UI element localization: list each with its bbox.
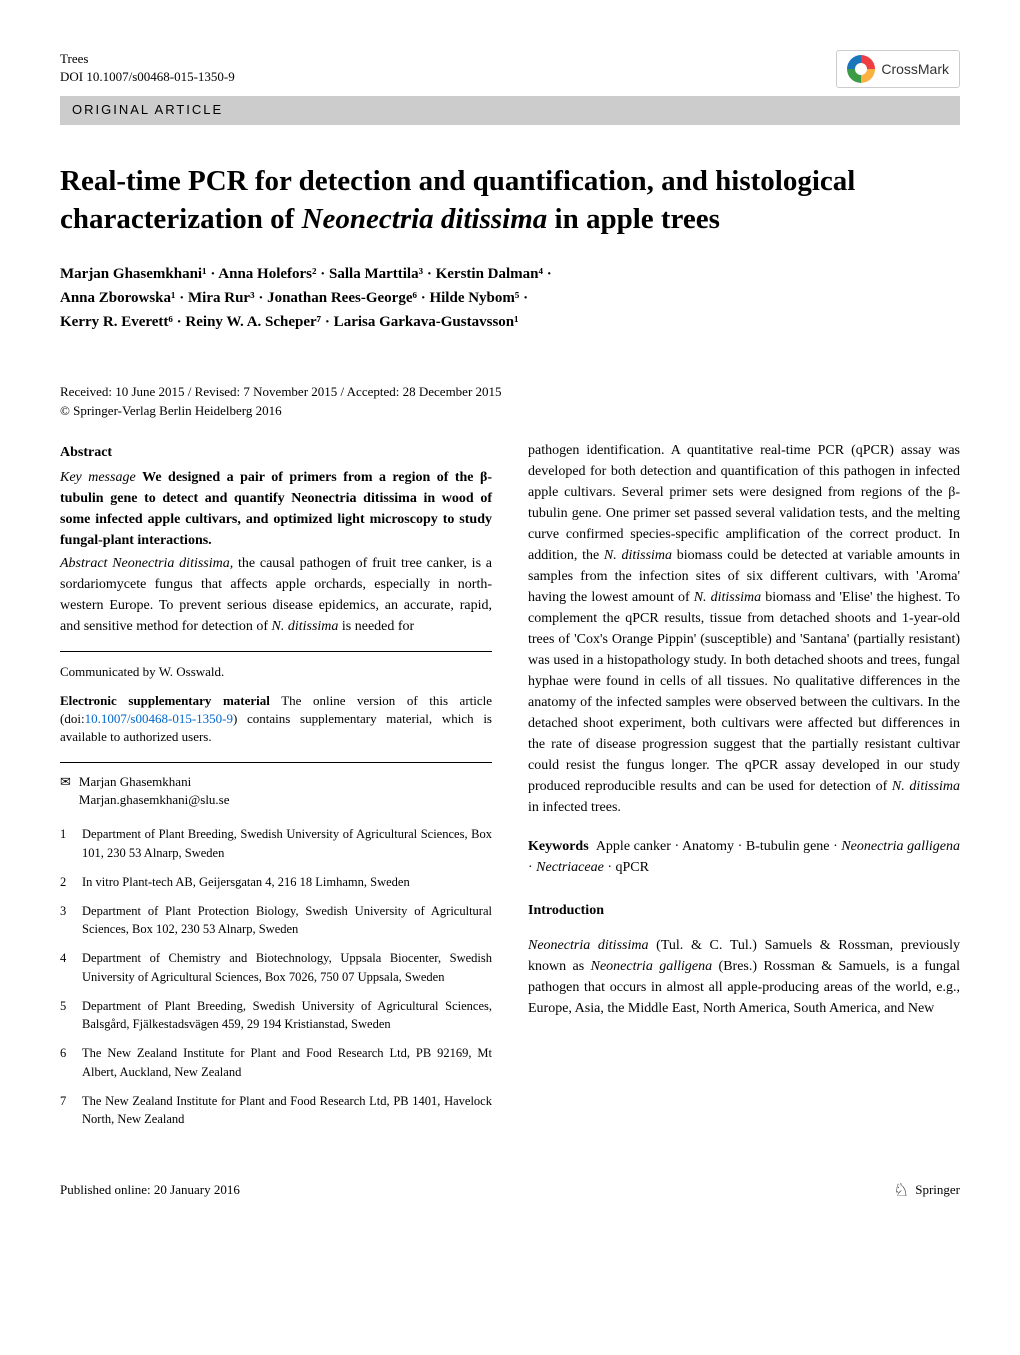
affil-text: Department of Plant Breeding, Swedish Un… <box>82 997 492 1035</box>
introduction-heading: Introduction <box>528 900 960 921</box>
abstract-heading: Abstract <box>60 442 492 463</box>
journal-info: Trees DOI 10.1007/s00468-015-1350-9 <box>60 50 235 86</box>
affil-num: 6 <box>60 1044 70 1082</box>
article-title: Real-time PCR for detection and quantifi… <box>60 163 960 238</box>
key-message-label: Key message <box>60 470 136 485</box>
affiliation-5: 5 Department of Plant Breeding, Swedish … <box>60 997 492 1035</box>
abstract-label: Abstract <box>60 556 107 571</box>
springer-icon: ♘ <box>893 1179 909 1202</box>
affil-text: Department of Plant Protection Biology, … <box>82 902 492 940</box>
corresponding-email: Marjan.ghasemkhani@slu.se <box>79 791 230 809</box>
affil-num: 2 <box>60 873 70 892</box>
affiliation-3: 3 Department of Plant Protection Biology… <box>60 902 492 940</box>
publisher-logo: ♘ Springer <box>893 1179 960 1202</box>
crossmark-badge[interactable]: CrossMark <box>836 50 960 88</box>
supp-label: Electronic supplementary material <box>60 693 270 708</box>
affil-text: In vitro Plant-tech AB, Geijersgatan 4, … <box>82 873 410 892</box>
affiliation-7: 7 The New Zealand Institute for Plant an… <box>60 1092 492 1130</box>
communicated-by: Communicated by W. Osswald. <box>60 662 492 682</box>
affiliation-1: 1 Department of Plant Breeding, Swedish … <box>60 825 492 863</box>
authors-list: Marjan Ghasemkhani¹ · Anna Holefors² · S… <box>60 262 960 334</box>
article-dates: Received: 10 June 2015 / Revised: 7 Nove… <box>60 384 960 401</box>
authors-line-1: Marjan Ghasemkhani¹ · Anna Holefors² · S… <box>60 262 960 286</box>
abstract-right-para: pathogen identification. A quantitative … <box>528 440 960 818</box>
keywords: Keywords Apple canker · Anatomy · Β-tubu… <box>528 836 960 878</box>
article-type: ORIGINAL ARTICLE <box>60 96 960 125</box>
affil-num: 4 <box>60 949 70 987</box>
affiliations-list: 1 Department of Plant Breeding, Swedish … <box>60 825 492 1129</box>
journal-name: Trees <box>60 50 235 68</box>
divider-2 <box>60 762 492 763</box>
introduction-para: Neonectria ditissima (Tul. & C. Tul.) Sa… <box>528 935 960 1019</box>
affiliation-4: 4 Department of Chemistry and Biotechnol… <box>60 949 492 987</box>
supp-doi-link[interactable]: 10.1007/s00468-015-1350-9 <box>85 711 233 726</box>
affil-text: The New Zealand Institute for Plant and … <box>82 1092 492 1130</box>
affil-num: 7 <box>60 1092 70 1130</box>
corresponding-name: Marjan Ghasemkhani <box>79 773 230 791</box>
corresponding-author: ✉ Marjan Ghasemkhani Marjan.ghasemkhani@… <box>60 773 492 809</box>
keywords-label: Keywords <box>528 839 589 854</box>
authors-line-2: Anna Zborowska¹ · Mira Rur³ · Jonathan R… <box>60 286 960 310</box>
affiliation-2: 2 In vitro Plant-tech AB, Geijersgatan 4… <box>60 873 492 892</box>
divider <box>60 651 492 652</box>
page-header: Trees DOI 10.1007/s00468-015-1350-9 Cros… <box>60 50 960 88</box>
affil-num: 5 <box>60 997 70 1035</box>
affil-num: 1 <box>60 825 70 863</box>
envelope-icon: ✉ <box>60 773 71 809</box>
publisher-name: Springer <box>915 1182 960 1199</box>
crossmark-label: CrossMark <box>881 60 949 78</box>
affil-num: 3 <box>60 902 70 940</box>
left-column: Abstract Key message We designed a pair … <box>60 440 492 1139</box>
affiliation-6: 6 The New Zealand Institute for Plant an… <box>60 1044 492 1082</box>
supplementary-material: Electronic supplementary material The on… <box>60 692 492 747</box>
affil-text: Department of Plant Breeding, Swedish Un… <box>82 825 492 863</box>
affil-text: The New Zealand Institute for Plant and … <box>82 1044 492 1082</box>
content-columns: Abstract Key message We designed a pair … <box>60 440 960 1139</box>
copyright: © Springer-Verlag Berlin Heidelberg 2016 <box>60 403 960 420</box>
page-footer: Published online: 20 January 2016 ♘ Spri… <box>60 1179 960 1202</box>
key-message: Key message We designed a pair of primer… <box>60 467 492 551</box>
abstract-left-para: Abstract Neonectria ditissima, the causa… <box>60 553 492 637</box>
affil-text: Department of Chemistry and Biotechnolog… <box>82 949 492 987</box>
right-column: pathogen identification. A quantitative … <box>528 440 960 1139</box>
journal-doi: DOI 10.1007/s00468-015-1350-9 <box>60 68 235 86</box>
crossmark-icon <box>847 55 875 83</box>
authors-line-3: Kerry R. Everett⁶ · Reiny W. A. Scheper⁷… <box>60 310 960 334</box>
published-online: Published online: 20 January 2016 <box>60 1182 240 1199</box>
